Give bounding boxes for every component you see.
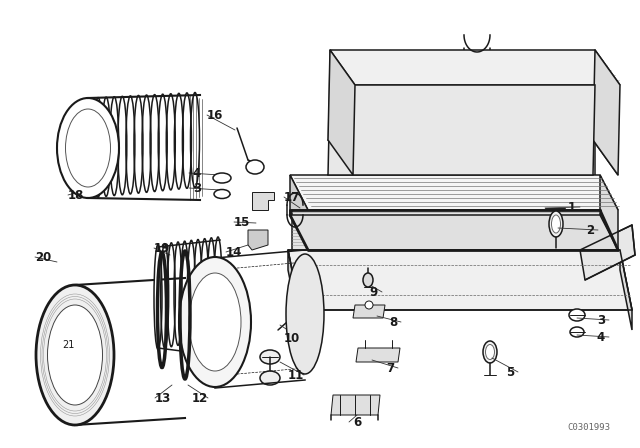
Text: 20: 20	[35, 250, 51, 263]
Ellipse shape	[179, 257, 251, 387]
Text: 9: 9	[370, 285, 378, 298]
Text: 5: 5	[506, 366, 514, 379]
Ellipse shape	[189, 273, 241, 371]
Text: 8: 8	[389, 315, 397, 328]
Ellipse shape	[286, 254, 324, 374]
Polygon shape	[288, 250, 300, 330]
Polygon shape	[331, 395, 380, 415]
Polygon shape	[252, 192, 274, 210]
Ellipse shape	[552, 215, 561, 233]
Text: 18: 18	[68, 189, 84, 202]
Polygon shape	[356, 348, 400, 362]
Ellipse shape	[260, 371, 280, 385]
Text: 10: 10	[284, 332, 300, 345]
Polygon shape	[248, 230, 268, 250]
Polygon shape	[288, 250, 632, 310]
Text: 6: 6	[353, 415, 361, 428]
Text: 11: 11	[288, 369, 304, 382]
Polygon shape	[290, 175, 618, 210]
Text: 12: 12	[192, 392, 208, 405]
Text: 3: 3	[597, 314, 605, 327]
Polygon shape	[328, 50, 355, 175]
Polygon shape	[290, 175, 308, 250]
Ellipse shape	[86, 98, 95, 198]
Ellipse shape	[483, 341, 497, 363]
Polygon shape	[292, 210, 600, 250]
Polygon shape	[330, 50, 620, 85]
Text: 16: 16	[207, 108, 223, 121]
Polygon shape	[353, 305, 385, 318]
Ellipse shape	[47, 305, 102, 405]
Ellipse shape	[570, 327, 584, 337]
Ellipse shape	[246, 160, 264, 174]
Polygon shape	[620, 250, 632, 330]
Text: 19: 19	[154, 241, 170, 254]
Text: 15: 15	[234, 215, 250, 228]
Ellipse shape	[57, 98, 119, 198]
Text: 14: 14	[226, 246, 242, 258]
Text: 1: 1	[568, 201, 576, 214]
Text: 3: 3	[193, 181, 201, 194]
Text: 2: 2	[586, 224, 594, 237]
Ellipse shape	[213, 173, 231, 183]
Ellipse shape	[363, 273, 373, 287]
Ellipse shape	[260, 350, 280, 364]
Ellipse shape	[154, 245, 162, 349]
Text: 13: 13	[155, 392, 171, 405]
Polygon shape	[290, 215, 618, 250]
Polygon shape	[593, 50, 620, 175]
Ellipse shape	[65, 109, 111, 187]
Polygon shape	[600, 175, 618, 250]
Ellipse shape	[549, 211, 563, 237]
Text: 21: 21	[62, 340, 74, 350]
Text: 17: 17	[284, 190, 300, 203]
Ellipse shape	[486, 345, 495, 359]
Text: C0301993: C0301993	[567, 423, 610, 432]
Ellipse shape	[569, 309, 585, 321]
Ellipse shape	[36, 285, 114, 425]
Ellipse shape	[365, 301, 373, 309]
Polygon shape	[580, 225, 635, 280]
Text: 4: 4	[193, 167, 201, 180]
Text: 7: 7	[386, 362, 394, 375]
Polygon shape	[328, 85, 595, 175]
Ellipse shape	[214, 190, 230, 198]
Text: 4: 4	[597, 331, 605, 344]
